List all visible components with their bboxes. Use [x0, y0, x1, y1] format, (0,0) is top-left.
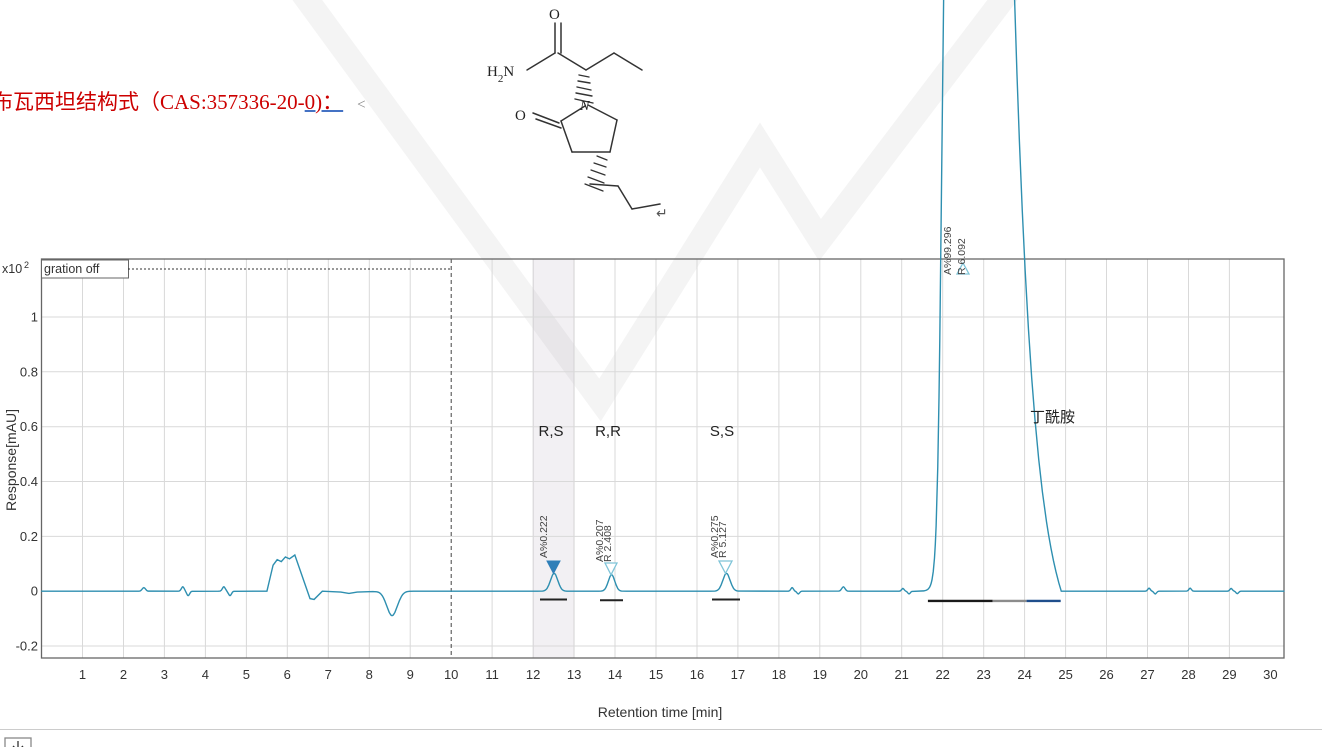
svg-text:0.4: 0.4	[20, 474, 38, 489]
svg-text:R,R: R,R	[595, 423, 621, 440]
svg-text:R 5.127: R 5.127	[717, 521, 729, 558]
svg-text:2: 2	[24, 260, 29, 270]
svg-text:6: 6	[284, 667, 291, 682]
svg-text:0.8: 0.8	[20, 364, 38, 379]
svg-text:2: 2	[120, 667, 127, 682]
svg-text:7: 7	[325, 667, 332, 682]
svg-text:18: 18	[772, 667, 786, 682]
svg-text:A%99.296: A%99.296	[942, 226, 954, 275]
svg-text:26: 26	[1099, 667, 1113, 682]
svg-text:23: 23	[976, 667, 990, 682]
svg-text:8: 8	[366, 667, 373, 682]
svg-text:19: 19	[813, 667, 827, 682]
svg-text:A%0.222: A%0.222	[538, 515, 550, 558]
svg-text:24: 24	[1017, 667, 1031, 682]
svg-text:1: 1	[31, 310, 38, 325]
svg-text:x10: x10	[2, 262, 22, 276]
svg-text:1: 1	[79, 667, 86, 682]
svg-text:-0.2: -0.2	[16, 639, 38, 654]
svg-text:10: 10	[444, 667, 458, 682]
svg-text:13: 13	[567, 667, 581, 682]
svg-text:21: 21	[894, 667, 908, 682]
svg-text:5: 5	[243, 667, 250, 682]
svg-text:丁酰胺: 丁酰胺	[1030, 409, 1075, 426]
svg-text:0: 0	[31, 584, 38, 599]
svg-text:20: 20	[854, 667, 868, 682]
svg-text:25: 25	[1058, 667, 1072, 682]
svg-text:17: 17	[731, 667, 745, 682]
svg-text:9: 9	[407, 667, 414, 682]
svg-text:28: 28	[1181, 667, 1195, 682]
svg-text:3: 3	[161, 667, 168, 682]
svg-text:4: 4	[202, 667, 209, 682]
svg-text:0.6: 0.6	[20, 419, 38, 434]
svg-text:R 2.408: R 2.408	[602, 525, 614, 562]
svg-text:22: 22	[935, 667, 949, 682]
svg-text:11: 11	[485, 667, 499, 682]
svg-text:S,S: S,S	[710, 423, 734, 440]
svg-text:0.2: 0.2	[20, 529, 38, 544]
svg-text:R,S: R,S	[538, 423, 563, 440]
svg-text:29: 29	[1222, 667, 1236, 682]
svg-text:Response[mAU]: Response[mAU]	[3, 409, 19, 511]
svg-text:16: 16	[690, 667, 704, 682]
svg-text:R 6.092: R 6.092	[956, 238, 968, 275]
svg-text:30: 30	[1263, 667, 1277, 682]
svg-text:Retention time [min]: Retention time [min]	[598, 704, 723, 720]
svg-text:14: 14	[608, 667, 622, 682]
svg-text:gration off: gration off	[44, 262, 100, 276]
svg-text:12: 12	[526, 667, 540, 682]
svg-text:15: 15	[649, 667, 663, 682]
svg-text:27: 27	[1140, 667, 1154, 682]
